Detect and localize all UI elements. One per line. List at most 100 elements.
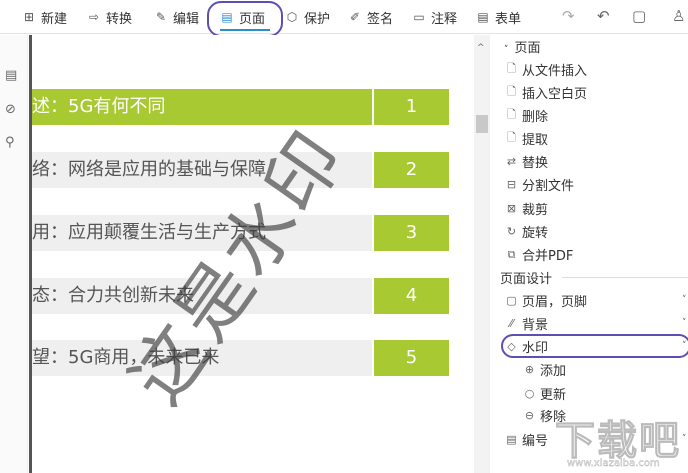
tab-page[interactable]: ▤ 页面 [220,7,265,27]
protect-button[interactable]: ⬡ 保护 [285,7,330,27]
watermark[interactable]: ◇ 水印 [505,337,548,356]
search-icon[interactable]: ⚲ [5,135,15,150]
page-panel: ˅ 页面 🗋 从文件插入 🗋 插入空白页 🗋 删除 🗋 提取 ⇄ 替换 ⊟ 分割文件 ⊠ 裁剪 … [490,35,688,473]
attachment-icon[interactable]: ⊘ [5,102,16,117]
numbering[interactable]: ▤ 编号 [505,430,548,449]
insert-blank-page[interactable]: 🗋 插入空白页 [505,83,587,102]
section-page-label: 页面 [514,41,541,56]
left-sidebar: ▤ ⊘ ⚲ [0,35,28,473]
chevron-down-icon[interactable]: ˅ [682,341,687,351]
toc-row: 态：合力共创新未来 [32,278,372,314]
redo-icon[interactable]: ↷ [562,7,575,25]
scroll-thumb[interactable] [476,115,488,133]
undo-icon[interactable]: ↶ [597,7,610,25]
background[interactable]: ⁄⁄ 背景 [505,314,548,333]
item-label: 背景 [522,318,549,333]
sign-button[interactable]: ✐ 签名 [348,7,393,27]
crop-page[interactable]: ⊠ 裁剪 [505,199,548,218]
item-label: 添加 [540,364,567,379]
item-label: 更新 [540,388,567,403]
extract-page[interactable]: 🗋 提取 [505,129,548,148]
highlight-ring [207,1,283,37]
chevron-down-icon[interactable]: ˅ [682,434,687,444]
item-label: 分割文件 [522,179,575,194]
edit-label: 编辑 [173,11,200,27]
header-footer[interactable]: ▢ 页眉，页脚 [505,291,587,310]
section-page-design: 页面设计 [500,272,553,287]
item-label: 移除 [540,410,567,425]
form-icon: ▤ [477,10,489,24]
item-label: 删除 [522,110,549,125]
annotate-button[interactable]: ▭ 注释 [412,7,457,27]
rotate-icon: ↻ [506,225,517,238]
edit-icon: ✎ [155,10,167,24]
split-icon: ⊟ [506,178,517,191]
edit-button[interactable]: ✎ 编辑 [154,7,199,27]
new-button[interactable]: ⊞ 新建 [22,7,67,27]
plus-square-icon: ⊞ [23,10,35,24]
swap-icon: ⇄ [506,155,517,168]
header-footer-icon: ▢ [506,294,517,307]
item-label: 合并PDF [522,249,574,264]
page-label: 页面 [239,11,266,27]
minus-circle-icon: ⊖ [524,409,535,422]
split-file[interactable]: ⊟ 分割文件 [505,175,574,194]
toc-number: 4 [374,278,449,314]
toolbar: ⊞ 新建 ⇨ 转换 ✎ 编辑 ▤ 页面 ⬡ 保护 ✐ 签名 ▭ 注释 ▤ 表单 ↷ ↶ ▢ ♙ [0,0,688,37]
toc-row: 络：网络是应用的基础与保障 [32,152,372,188]
delete-page-icon: 🗋 [507,108,516,121]
extract-icon: 🗋 [507,131,516,144]
form-label: 表单 [495,11,522,27]
sign-label: 签名 [367,11,394,27]
document-page: 述：5G有何不同 1 络：网络是应用的基础与保障 2 用：应用颠覆生活与生产方式… [32,35,472,473]
collapse-icon: ˅ [504,45,509,55]
blank-page-icon: 🗋 [507,85,516,98]
item-label: 旋转 [522,226,549,241]
user-icon[interactable]: ♙ [672,7,686,25]
form-button[interactable]: ▤ 表单 [476,7,521,27]
watermark-add[interactable]: ⊕ 添加 [523,360,566,379]
droplet-icon: ◇ [507,340,516,353]
highlight-ring [501,334,688,358]
toc-row: 望：5G商用，未来已来 [32,340,372,376]
active-tab-indicator [220,29,270,31]
convert-icon: ⇨ [88,10,100,24]
section-page[interactable]: ˅ 页面 [504,37,541,56]
delete-page[interactable]: 🗋 删除 [505,106,548,125]
thumbnails-icon[interactable]: ▤ [5,68,18,83]
toc-row: 用：应用颠覆生活与生产方式 [32,215,372,251]
item-label: 替换 [522,156,549,171]
convert-button[interactable]: ⇨ 转换 [87,7,132,27]
refresh-icon: ○ [524,387,535,400]
scrollbar[interactable]: ^ [474,35,490,473]
section-divider [562,277,688,278]
convert-label: 转换 [106,11,133,27]
pen-icon: ✐ [349,10,361,24]
item-label: 编号 [522,434,549,449]
annotate-label: 注释 [431,11,458,27]
toc-row: 述：5G有何不同 [32,89,372,125]
chevron-down-icon[interactable]: ˅ [682,318,687,328]
toc-number: 5 [374,340,449,376]
file-insert-icon: 🗋 [507,62,516,75]
toc-number: 2 [374,152,449,188]
numbering-icon: ▤ [506,433,517,446]
crop-icon: ⊠ [506,202,517,215]
watermark-remove[interactable]: ⊖ 移除 [523,406,566,425]
toc-number: 3 [374,215,449,251]
rotate-page[interactable]: ↻ 旋转 [505,222,548,241]
merge-icon: ⧉ [507,247,516,261]
chevron-up-icon[interactable]: ^ [477,43,485,53]
comment-icon: ▭ [413,10,425,24]
page-icon: ▤ [221,10,233,24]
replace-page[interactable]: ⇄ 替换 [505,152,548,171]
merge-pdf[interactable]: ⧉ 合并PDF [505,245,574,265]
insert-from-file[interactable]: 🗋 从文件插入 [505,60,587,79]
save-icon[interactable]: ▢ [632,7,647,25]
watermark-update[interactable]: ○ 更新 [523,384,566,403]
shield-icon: ⬡ [286,10,298,24]
item-label: 水印 [522,341,549,356]
plus-circle-icon: ⊕ [524,363,535,376]
chevron-down-icon[interactable]: ˅ [682,295,687,305]
toc-number: 1 [374,89,449,125]
